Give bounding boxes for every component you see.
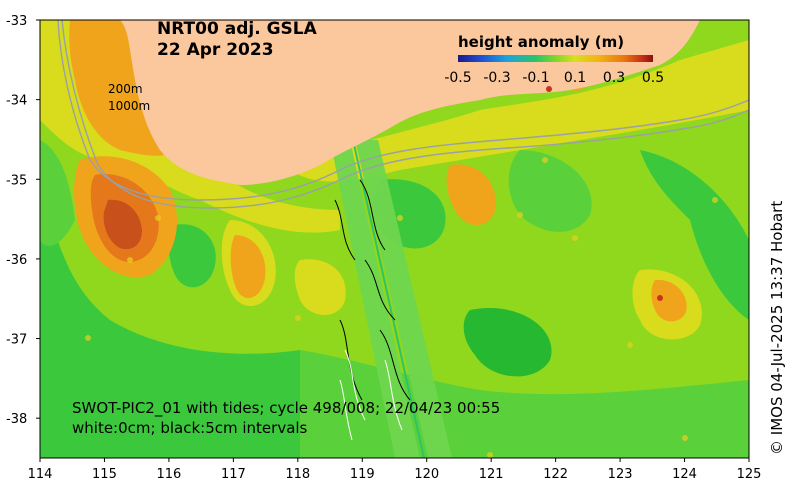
y-tick-label: -33 [6,14,27,29]
swot-contours-black [334,179,411,401]
colorbar: height anomaly (m) -0.5 -0.3 -0.1 0.1 0.3 0.5 [444,33,664,86]
drifter-dot [295,315,301,321]
y-tick-label: -38 [6,412,27,427]
y-axis: -33 -34 -35 -36 -37 -38 [6,14,40,427]
colorbar-tick-label: 0.1 [564,70,586,86]
sla-orange-eddy-small [230,235,266,299]
x-tick-label: 117 [221,467,246,482]
x-tick-label: 115 [92,467,117,482]
depth-label-1000m: 1000m [108,99,150,113]
x-tick-label: 125 [737,467,762,482]
drifter-dot [712,197,718,203]
colorbar-tick-label: -0.1 [522,70,549,86]
drifter-dot [542,157,548,163]
map-title-line2: 22 Apr 2023 [157,40,274,60]
sla-yellow-eddy-c [294,259,346,315]
plot-frame [39,19,750,459]
x-tick-label: 123 [608,467,633,482]
colorbar-title: height anomaly (m) [458,33,624,51]
drifter-dot [487,452,493,458]
y-tick-label: -34 [6,94,27,109]
swot-swath [330,140,452,458]
colorbar-tick-label: 0.5 [642,70,664,86]
colorbar-ticks: -0.5 -0.3 -0.1 0.1 0.3 0.5 [444,70,664,86]
map-title-line1: NRT00 adj. GSLA [157,19,318,39]
drifter-dot-red [546,86,552,92]
swot-note-line1: SWOT-PIC2_01 with tides; cycle 498/008; … [72,399,500,418]
y-tick-label: -37 [6,333,27,348]
sla-green-east [640,150,749,320]
x-tick-label: 116 [156,467,181,482]
swot-swath-right [355,140,452,458]
x-tick-label: 121 [479,467,504,482]
sla-eddy-peak [103,199,142,250]
x-tick-label: 119 [350,467,375,482]
imos-credit: © IMOS 04-Jul-2025 13:37 Hobart [768,201,786,455]
swot-note-line2: white:0cm; black:5cm intervals [72,419,308,437]
sla-green-eddy-west [168,224,216,288]
sla-orange-eddy-east [651,279,687,322]
drifter-dot [127,257,133,263]
sla-green-eddy-east [508,150,592,232]
isobath-1000m [61,20,749,209]
depth-label-200m: 200m [108,82,143,96]
drifter-points [85,157,718,458]
x-tick-label: 120 [414,467,439,482]
x-axis: 114 115 116 117 118 119 120 121 122 123 124 125 [28,458,762,482]
swot-contours-white [339,349,403,441]
drifter-dot-red [657,295,663,301]
colorbar-tick-label: -0.3 [483,70,510,86]
colorbar-bar [458,55,653,62]
drifter-dot [517,212,523,218]
sla-green-eddy-south [463,308,552,377]
isobath-200m [57,20,749,201]
drifter-dot [85,335,91,341]
x-tick-label: 122 [543,467,568,482]
sla-green-southwest [40,200,300,458]
drifter-dot [627,342,633,348]
x-tick-label: 118 [285,467,310,482]
sla-yellow-south-coast [290,40,749,182]
sla-orange-eddy-central [446,164,496,225]
swot-nadir-gap [352,140,425,458]
x-tick-label: 124 [672,467,697,482]
y-tick-label: -35 [6,173,27,188]
drifter-dot [155,215,161,221]
x-tick-label: 114 [28,467,53,482]
colorbar-tick-label: -0.5 [444,70,471,86]
y-tick-label: -36 [6,253,27,268]
drifter-dot [682,435,688,441]
drifter-dot [397,215,403,221]
sla-green-far-west [40,140,75,246]
drifter-dot [572,235,578,241]
map-plot-area [40,20,749,458]
colorbar-tick-label: 0.3 [603,70,625,86]
